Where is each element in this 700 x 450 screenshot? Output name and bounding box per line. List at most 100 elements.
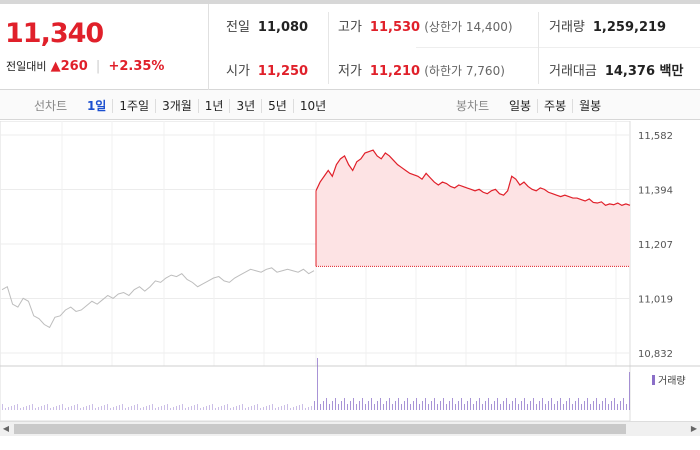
- volume-bar: [110, 408, 111, 410]
- scroll-left-icon[interactable]: ◀: [2, 424, 10, 433]
- volume-bar: [239, 405, 240, 410]
- y-tick-label-3: 11,019: [638, 295, 673, 306]
- volume-bar: [500, 404, 501, 410]
- volume-bar: [488, 398, 489, 410]
- volume-bar: [362, 398, 363, 410]
- volume-bar: [560, 398, 561, 410]
- volume-bar: [350, 401, 351, 410]
- volume-bar: [317, 358, 318, 410]
- volume-bar: [473, 404, 474, 410]
- tab-line-0[interactable]: 1일: [86, 99, 107, 113]
- volume-bar: [539, 401, 540, 410]
- tab-line-2[interactable]: 3개월: [155, 99, 198, 113]
- volume-bar: [314, 401, 315, 410]
- volume-bar: [440, 401, 441, 410]
- volume-bar: [563, 404, 564, 410]
- volume-bar: [2, 404, 3, 410]
- scroll-right-icon[interactable]: ▶: [690, 424, 698, 433]
- volume-bar: [422, 401, 423, 410]
- volume-bar: [80, 408, 81, 410]
- y-tick-label-4: 10,832: [638, 349, 673, 360]
- scroll-thumb[interactable]: [14, 424, 626, 434]
- volume-bar: [527, 404, 528, 410]
- volume-bar: [353, 398, 354, 410]
- volume-bar: [518, 404, 519, 410]
- volume-bar: [182, 404, 183, 410]
- volume-bar: [77, 404, 78, 410]
- tab-line-4[interactable]: 3년: [229, 99, 262, 113]
- volume-bar: [371, 398, 372, 410]
- volume-bar: [461, 398, 462, 410]
- volume-bar: [581, 404, 582, 410]
- volume-bar: [503, 401, 504, 410]
- y-axis-labels: 11,582 11,394 11,207 11,019 10,832: [638, 131, 673, 360]
- volume-bar: [233, 407, 234, 410]
- volume-bar: [20, 408, 21, 410]
- volume-legend: 거래량: [652, 375, 686, 387]
- volume-bar: [74, 405, 75, 410]
- volume-bar: [293, 407, 294, 410]
- volume-bar: [236, 406, 237, 410]
- prev-day-line: [1, 267, 315, 329]
- volume-bar: [590, 404, 591, 410]
- volume-bar: [269, 405, 270, 410]
- today-line: [315, 149, 631, 207]
- volume-bar: [596, 398, 597, 410]
- volume-bar: [281, 406, 282, 410]
- volume-bar: [413, 401, 414, 410]
- volume-bar: [404, 401, 405, 410]
- volume-bar: [302, 404, 303, 410]
- volume-bar: [275, 408, 276, 410]
- volume-bar: [53, 407, 54, 410]
- y-tick-label-0: 11,582: [638, 131, 673, 142]
- volume-bar: [251, 406, 252, 410]
- volume-bar: [485, 401, 486, 410]
- volume-bar: [395, 401, 396, 410]
- volume-bar: [26, 406, 27, 410]
- volume-bar: [578, 398, 579, 410]
- volume-bar: [434, 398, 435, 410]
- volume-bar: [584, 401, 585, 410]
- chart-scrollbar[interactable]: ◀ ▶: [0, 421, 700, 436]
- volume-bar: [56, 406, 57, 410]
- volume-bar: [509, 404, 510, 410]
- volume-bar: [35, 408, 36, 410]
- change-label: 전일대비: [6, 60, 47, 73]
- tab-line-5[interactable]: 5년: [261, 99, 293, 113]
- tab-line-3[interactable]: 1년: [197, 99, 230, 113]
- volume-bar: [131, 406, 132, 410]
- volume-bar: [446, 404, 447, 410]
- tab-candle-1[interactable]: 주봉: [537, 99, 573, 113]
- volume-bar: [155, 408, 156, 410]
- tab-candle-2[interactable]: 월봉: [572, 99, 608, 113]
- volume-bar: [335, 398, 336, 410]
- volume-bar: [272, 404, 273, 410]
- volume-bar: [299, 405, 300, 410]
- volume-bar: [515, 398, 516, 410]
- tab-line-1[interactable]: 1주일: [112, 99, 156, 113]
- tab-line-6[interactable]: 10년: [292, 99, 333, 113]
- volume-bar: [533, 398, 534, 410]
- volume-bar: [308, 407, 309, 410]
- volume-bar: [260, 408, 261, 410]
- price-box: 11,340 전일대비 ▲260 | +2.35%: [0, 4, 209, 90]
- volume-bar: [194, 405, 195, 410]
- volume-bar: [119, 405, 120, 410]
- volume-bar: [368, 401, 369, 410]
- volume-bar: [140, 408, 141, 410]
- volume-bar: [41, 406, 42, 410]
- volume-bar: [542, 398, 543, 410]
- volume-bar: [587, 398, 588, 410]
- chart-tabs: 선차트 1일 1주일 3개월 1년 3년 5년 10년 봉차트 일봉 주봉 월봉: [0, 90, 700, 120]
- volume-bars: [2, 358, 630, 410]
- volume-bar: [215, 408, 216, 410]
- volume-bar: [419, 404, 420, 410]
- volume-bar: [512, 401, 513, 410]
- volume-bar: [416, 398, 417, 410]
- volume-bar: [104, 405, 105, 410]
- volume-bar: [629, 372, 630, 410]
- volume-bar: [116, 406, 117, 410]
- volume-bar: [146, 406, 147, 410]
- volume-bar: [545, 404, 546, 410]
- tab-candle-0[interactable]: 일봉: [508, 99, 532, 113]
